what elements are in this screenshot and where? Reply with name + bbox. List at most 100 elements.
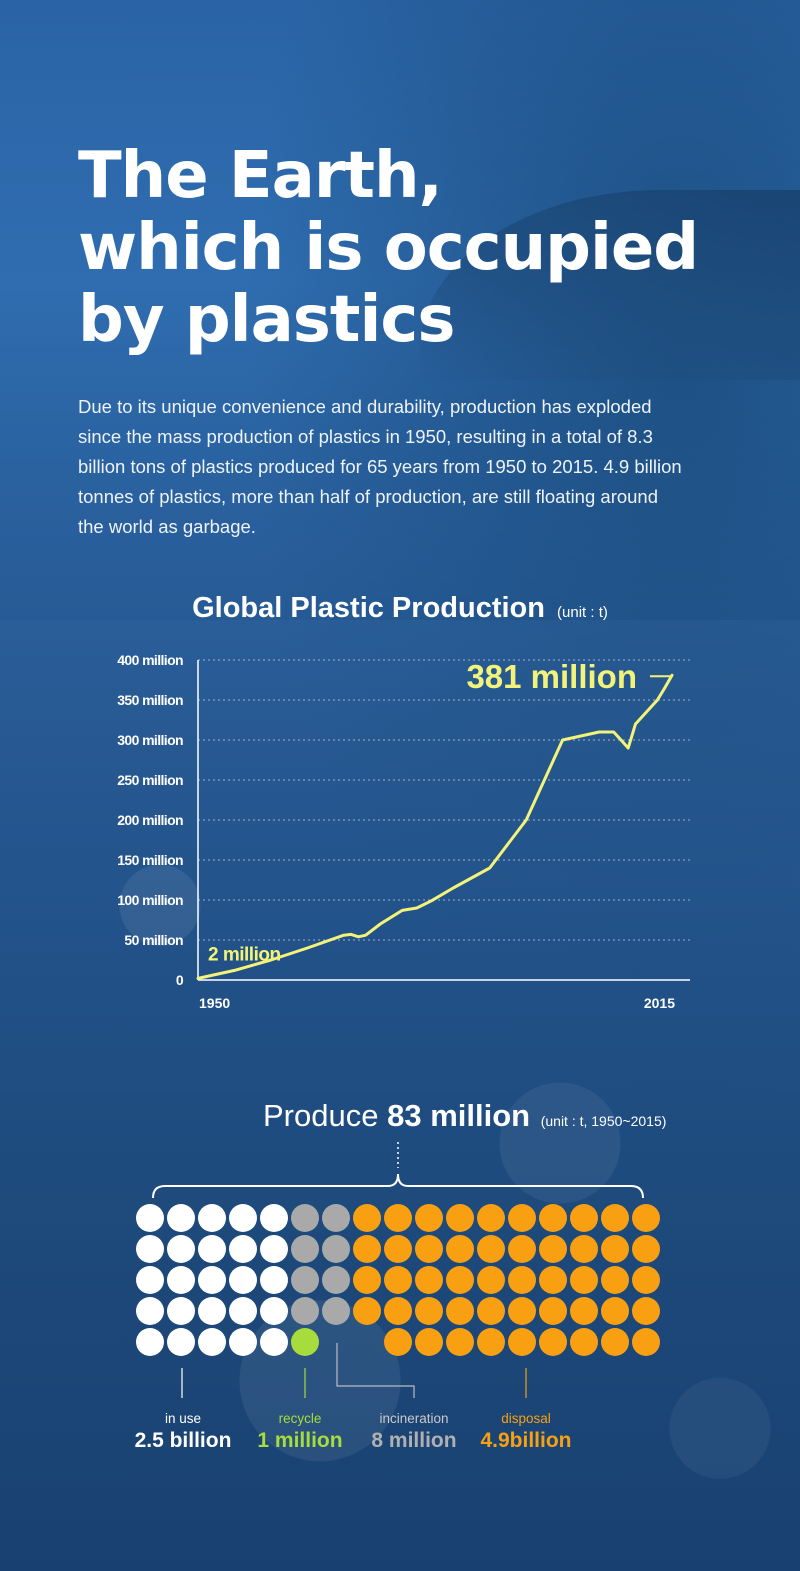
- x-tick-label: 1950: [199, 995, 230, 1011]
- waffle-dot: [570, 1235, 598, 1263]
- title-line-3: by plastics: [78, 283, 455, 357]
- waffle-dot: [353, 1235, 381, 1263]
- waffle-dot: [570, 1297, 598, 1325]
- annotation-end-value: 381 million: [466, 658, 637, 695]
- waffle-dot: [508, 1235, 536, 1263]
- y-tick-label: 400 million: [117, 652, 183, 668]
- waffle-dot: [136, 1266, 164, 1294]
- x-tick-label: 2015: [644, 995, 675, 1011]
- waffle-dot: [477, 1235, 505, 1263]
- waffle-dot: [167, 1266, 195, 1294]
- waffle-dot: [229, 1235, 257, 1263]
- waffle-dot: [384, 1204, 412, 1232]
- waffle-dot: [477, 1297, 505, 1325]
- waffle-dot: [508, 1204, 536, 1232]
- title-line-2: which is occupied: [78, 211, 699, 285]
- waffle-dot: [136, 1328, 164, 1356]
- waffle-dot: [570, 1266, 598, 1294]
- y-tick-label: 300 million: [117, 732, 183, 748]
- waffle-dot: [322, 1235, 350, 1263]
- waffle-dot: [601, 1266, 629, 1294]
- production-series-line: [196, 673, 674, 980]
- page-title: The Earth, which is occupied by plastics: [78, 140, 738, 356]
- waffle-dot: [136, 1297, 164, 1325]
- legend-incineration: incineration 8 million: [354, 1411, 474, 1453]
- waffle-dot: [477, 1328, 505, 1356]
- legend-in-use: in use 2.5 billion: [118, 1411, 248, 1453]
- legend-recycle-label: recycle: [278, 1411, 322, 1426]
- waffle-dot: [229, 1297, 257, 1325]
- waffle-title-value: 83 million: [387, 1098, 531, 1133]
- waffle-dot: [167, 1235, 195, 1263]
- waffle-dot: [322, 1297, 350, 1325]
- waffle-dot: [198, 1297, 226, 1325]
- title-line-1: The Earth,: [78, 139, 443, 213]
- legend-recycle: recycle 1 million: [240, 1411, 360, 1453]
- waffle-dot: [198, 1235, 226, 1263]
- y-tick-label: 150 million: [117, 852, 183, 868]
- legend-in-use-value: 2.5 billion: [134, 1429, 232, 1452]
- waffle-dot: [384, 1266, 412, 1294]
- connector-incineration: [336, 1343, 415, 1398]
- waffle-dot: [446, 1297, 474, 1325]
- waffle-dot: [446, 1266, 474, 1294]
- production-line-chart: 0 50 million 100 million 150 million 200 mil…: [117, 652, 690, 1011]
- waffle-dot: [136, 1204, 164, 1232]
- background-debris: [0, 620, 800, 1571]
- waffle-dot: [260, 1297, 288, 1325]
- waffle-dot: [167, 1204, 195, 1232]
- line-chart-title: Global Plastic Production (unit : t): [0, 592, 800, 625]
- legend-in-use-label: in use: [164, 1411, 202, 1426]
- waffle-dot: [291, 1266, 319, 1294]
- waffle-dot: [539, 1235, 567, 1263]
- waffle-dot: [539, 1297, 567, 1325]
- waffle-dot: [322, 1266, 350, 1294]
- waffle-dot: [632, 1235, 660, 1263]
- waffle-dot: [601, 1235, 629, 1263]
- waffle-dot: [601, 1328, 629, 1356]
- legend-recycle-value: 1 million: [257, 1429, 343, 1452]
- legend-disposal-value: 4.9billion: [480, 1429, 572, 1452]
- waffle-dot: [601, 1297, 629, 1325]
- waffle-dot: [446, 1235, 474, 1263]
- waffle-title-prefix: Produce: [263, 1098, 379, 1133]
- waffle-unit: (unit : t, 1950~2015): [540, 1113, 667, 1129]
- y-tick-label: 100 million: [117, 892, 183, 908]
- waffle-dot: [198, 1328, 226, 1356]
- waffle-dot: [508, 1297, 536, 1325]
- waffle-dot: [508, 1266, 536, 1294]
- y-tick-label: 250 million: [117, 772, 183, 788]
- waffle-dot: [353, 1297, 381, 1325]
- waffle-dot: [229, 1266, 257, 1294]
- waffle-dot: [260, 1328, 288, 1356]
- legend-incineration-value: 8 million: [371, 1429, 457, 1452]
- waffle-dot: [229, 1204, 257, 1232]
- waffle-dot: [415, 1266, 443, 1294]
- waffle-dot: [260, 1266, 288, 1294]
- waffle-dot: [415, 1297, 443, 1325]
- waffle-dot: [539, 1266, 567, 1294]
- waffle-dot: [415, 1235, 443, 1263]
- line-chart-unit: (unit : t): [557, 604, 608, 621]
- waffle-dot: [384, 1328, 412, 1356]
- waffle-dot: [601, 1204, 629, 1232]
- waffle-dot: [632, 1328, 660, 1356]
- waffle-dot: [477, 1266, 505, 1294]
- waffle-bracket: [152, 1173, 644, 1199]
- waffle-dot: [291, 1204, 319, 1232]
- waffle-dot: [198, 1266, 226, 1294]
- waffle-dot: [384, 1235, 412, 1263]
- waffle-dot: [415, 1328, 443, 1356]
- intro-paragraph: Due to its unique convenience and durabi…: [78, 396, 682, 537]
- waffle-dot: [322, 1204, 350, 1232]
- waffle-dot: [570, 1204, 598, 1232]
- waffle-dot: [353, 1204, 381, 1232]
- annotation-start-value: 2 million: [208, 944, 281, 965]
- waffle-dot: [477, 1204, 505, 1232]
- waffle-dot: [384, 1297, 412, 1325]
- waffle-dot: [229, 1328, 257, 1356]
- waffle-dot: [446, 1328, 474, 1356]
- waffle-dot: [539, 1328, 567, 1356]
- waffle-dot: [291, 1235, 319, 1263]
- y-tick-label: 350 million: [117, 692, 183, 708]
